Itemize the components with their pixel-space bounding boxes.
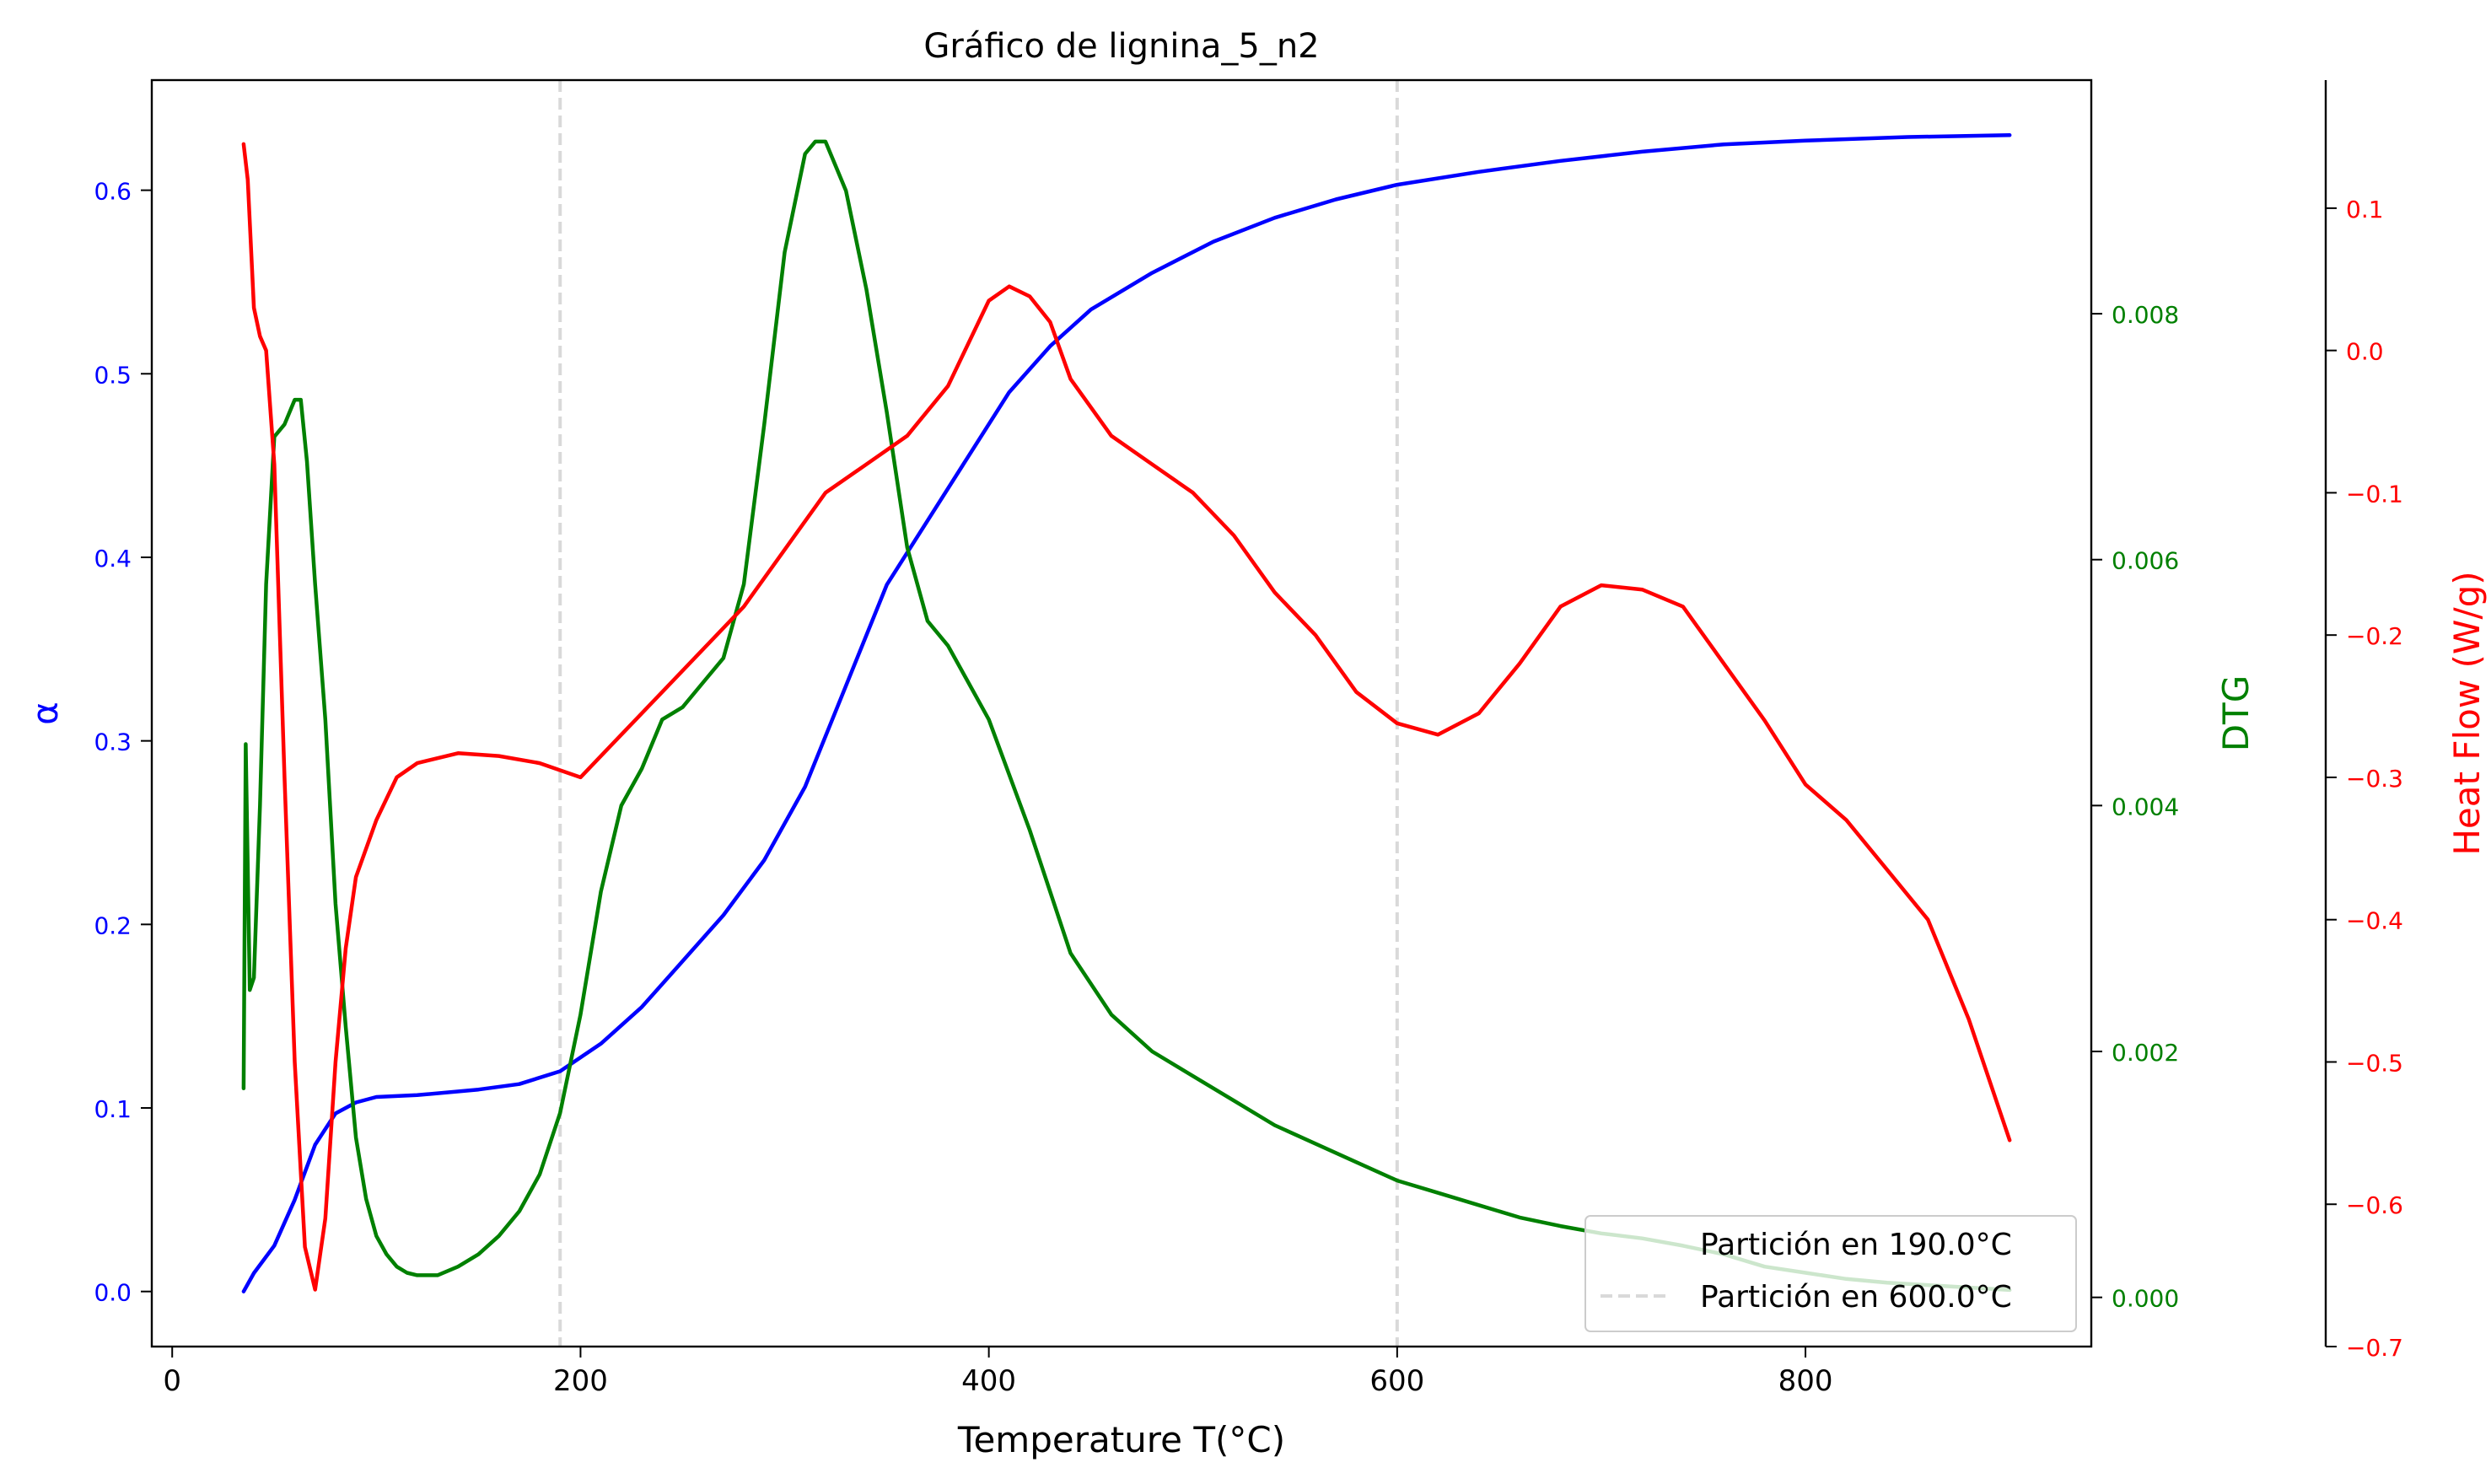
legend-box — [1584, 1215, 2077, 1332]
legend: Partición en 190.0°C Partición en 600.0°… — [1584, 1215, 2077, 1332]
plot-frame — [150, 78, 2093, 1348]
x-axis-label: Temperature T(°C) — [957, 1419, 1285, 1460]
series-layer — [241, 133, 2012, 1293]
legend-entry-190: Partición en 190.0°C — [1700, 1228, 2012, 1262]
x-tick-label: 400 — [961, 1364, 1016, 1398]
alpha-tick-label: 0.1 — [94, 1095, 132, 1123]
legend-entry-600: Partición en 600.0°C — [1700, 1280, 2012, 1315]
heat-flow-axis-label: Heat Flow (W/g) — [2446, 571, 2488, 855]
chart-title: Gráfico de lignina_5_n2 — [923, 27, 1319, 66]
dtg-tick-label: 0.000 — [2112, 1285, 2179, 1313]
alpha-tick-label: 0.4 — [94, 545, 132, 573]
alpha-series-line — [241, 133, 2012, 1293]
heat-flow-axis-ticks: −0.7 −0.6 −0.5 −0.4 −0.3 −0.2 −0.1 0.0 0.1 — [2326, 196, 2403, 1362]
dtg-tick-label: 0.008 — [2112, 301, 2179, 329]
dtg-axis-ticks: 0.000 0.002 0.004 0.006 0.008 — [2091, 301, 2179, 1313]
heat-flow-tick-label: −0.4 — [2346, 907, 2403, 935]
x-tick-label: 200 — [553, 1364, 608, 1398]
alpha-tick-label: 0.0 — [94, 1279, 132, 1307]
heat-flow-tick-label: −0.7 — [2346, 1334, 2403, 1362]
x-tick-label: 800 — [1778, 1364, 1833, 1398]
heat-flow-tick-label: −0.6 — [2346, 1191, 2403, 1219]
heat-flow-tick-label: −0.2 — [2346, 622, 2403, 650]
alpha-tick-label: 0.3 — [94, 729, 132, 756]
heat-flow-tick-label: −0.5 — [2346, 1049, 2403, 1077]
heat-flow-tick-label: 0.0 — [2346, 338, 2384, 366]
heat-flow-tick-label: −0.1 — [2346, 480, 2403, 508]
x-tick-label: 0 — [163, 1364, 181, 1398]
dtg-axis-label: DTG — [2215, 675, 2257, 752]
alpha-axis-ticks: 0.0 0.1 0.2 0.3 0.4 0.5 0.6 — [94, 178, 152, 1307]
alpha-axis-label: α — [24, 702, 66, 725]
dtg-tick-label: 0.006 — [2112, 547, 2179, 575]
alpha-tick-label: 0.2 — [94, 911, 132, 939]
alpha-tick-label: 0.5 — [94, 361, 132, 389]
alpha-tick-label: 0.6 — [94, 178, 132, 206]
dtg-series-line — [241, 139, 2012, 1293]
dtg-tick-label: 0.002 — [2112, 1039, 2179, 1067]
partition-lines — [558, 80, 1399, 1347]
x-axis-ticks: 0 200 400 600 800 — [163, 1347, 1833, 1398]
heat-flow-tick-label: −0.3 — [2346, 765, 2403, 793]
x-tick-label: 600 — [1369, 1364, 1424, 1398]
dtg-tick-label: 0.004 — [2112, 793, 2179, 820]
heat-flow-series-line — [241, 142, 2012, 1292]
heat-flow-tick-label: 0.1 — [2346, 196, 2384, 223]
